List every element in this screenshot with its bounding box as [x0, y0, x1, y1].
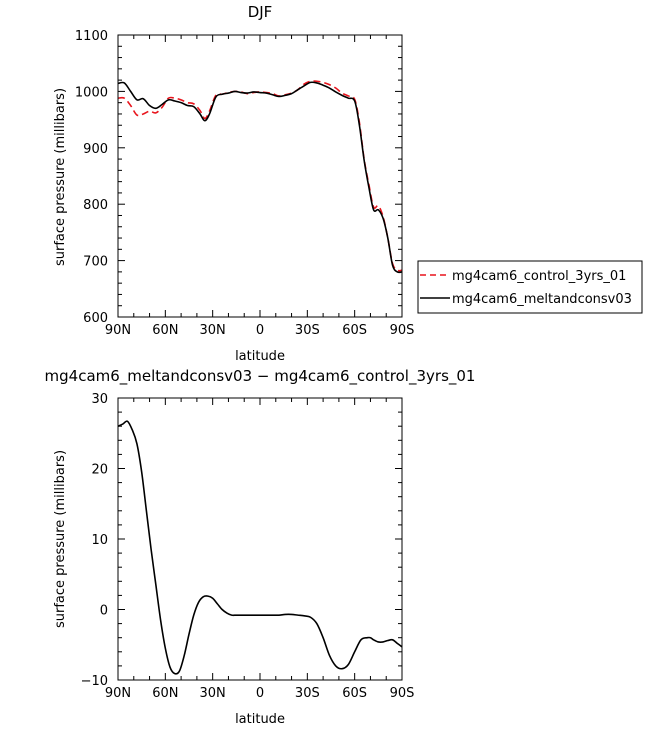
- bottom-y-tick-label: 20: [91, 463, 108, 478]
- bottom-x-tick-label: 90N: [105, 686, 131, 701]
- legend-label-meltandconsv: mg4cam6_meltandconsv03: [452, 292, 632, 307]
- bottom-y-tick-label: −10: [81, 674, 108, 689]
- top-y-tick-label: 900: [83, 142, 108, 157]
- bottom-x-axis-label: latitude: [235, 712, 285, 727]
- top-x-tick-label: 30N: [200, 323, 226, 338]
- bottom-y-axis-label: surface pressure (millibars): [53, 450, 68, 628]
- top-plot-frame: [117, 34, 403, 318]
- top-chart-title: DJF: [248, 3, 273, 21]
- bottom-x-tick-label: 30S: [295, 686, 320, 701]
- top-x-tick-label: 30S: [295, 323, 320, 338]
- bottom-x-tick-label: 90S: [390, 686, 415, 701]
- top-y-tick-label: 600: [83, 311, 108, 326]
- bottom-y-tick-label: 30: [91, 392, 108, 407]
- legend-box: [417, 260, 643, 314]
- bottom-panel: mg4cam6_meltandconsv03 − mg4cam6_control…: [45, 367, 476, 727]
- bottom-x-tick-label: 60N: [152, 686, 178, 701]
- legend-label-control: mg4cam6_control_3yrs_01: [452, 269, 626, 284]
- bottom-y-tick-label: 10: [91, 533, 108, 548]
- top-y-tick-label: 800: [83, 198, 108, 213]
- top-x-tick-label: 0: [256, 323, 264, 338]
- top-y-tick-label: 700: [83, 255, 108, 270]
- bottom-x-tick-label: 60S: [342, 686, 367, 701]
- bottom-plot-frame: [117, 397, 403, 681]
- bottom-chart-title: mg4cam6_meltandconsv03 − mg4cam6_control…: [45, 367, 476, 386]
- top-x-tick-label: 90S: [390, 323, 415, 338]
- top-x-axis-label: latitude: [235, 349, 285, 364]
- top-series-line-1: [117, 81, 403, 274]
- top-x-tick-label: 60S: [342, 323, 367, 338]
- top-legend: mg4cam6_control_3yrs_01 mg4cam6_meltandc…: [417, 260, 643, 314]
- bottom-x-tick-label: 0: [256, 686, 264, 701]
- bottom-ticks: 90N 60N 30N 0 30S 60S 90S −10 0 10 20 30: [81, 392, 415, 701]
- bottom-y-tick-label: 0: [100, 604, 108, 619]
- top-y-axis-label: surface pressure (millibars): [53, 88, 68, 266]
- top-ticks: 90N 60N 30N 0 30S 60S 90S 600 700 800 900 1000 1100: [75, 29, 414, 338]
- top-y-tick-label: 1000: [75, 85, 108, 100]
- top-y-tick-label: 1100: [75, 29, 108, 44]
- bottom-series-line-0: [117, 420, 403, 675]
- top-panel: DJF surface pressure (millibars) latitud…: [53, 3, 643, 364]
- bottom-x-tick-label: 30N: [200, 686, 226, 701]
- bottom-series-group: [117, 420, 403, 675]
- top-series-line-0: [117, 80, 403, 272]
- top-series-group: [117, 80, 403, 274]
- top-x-tick-label: 60N: [152, 323, 178, 338]
- top-x-tick-label: 90N: [105, 323, 131, 338]
